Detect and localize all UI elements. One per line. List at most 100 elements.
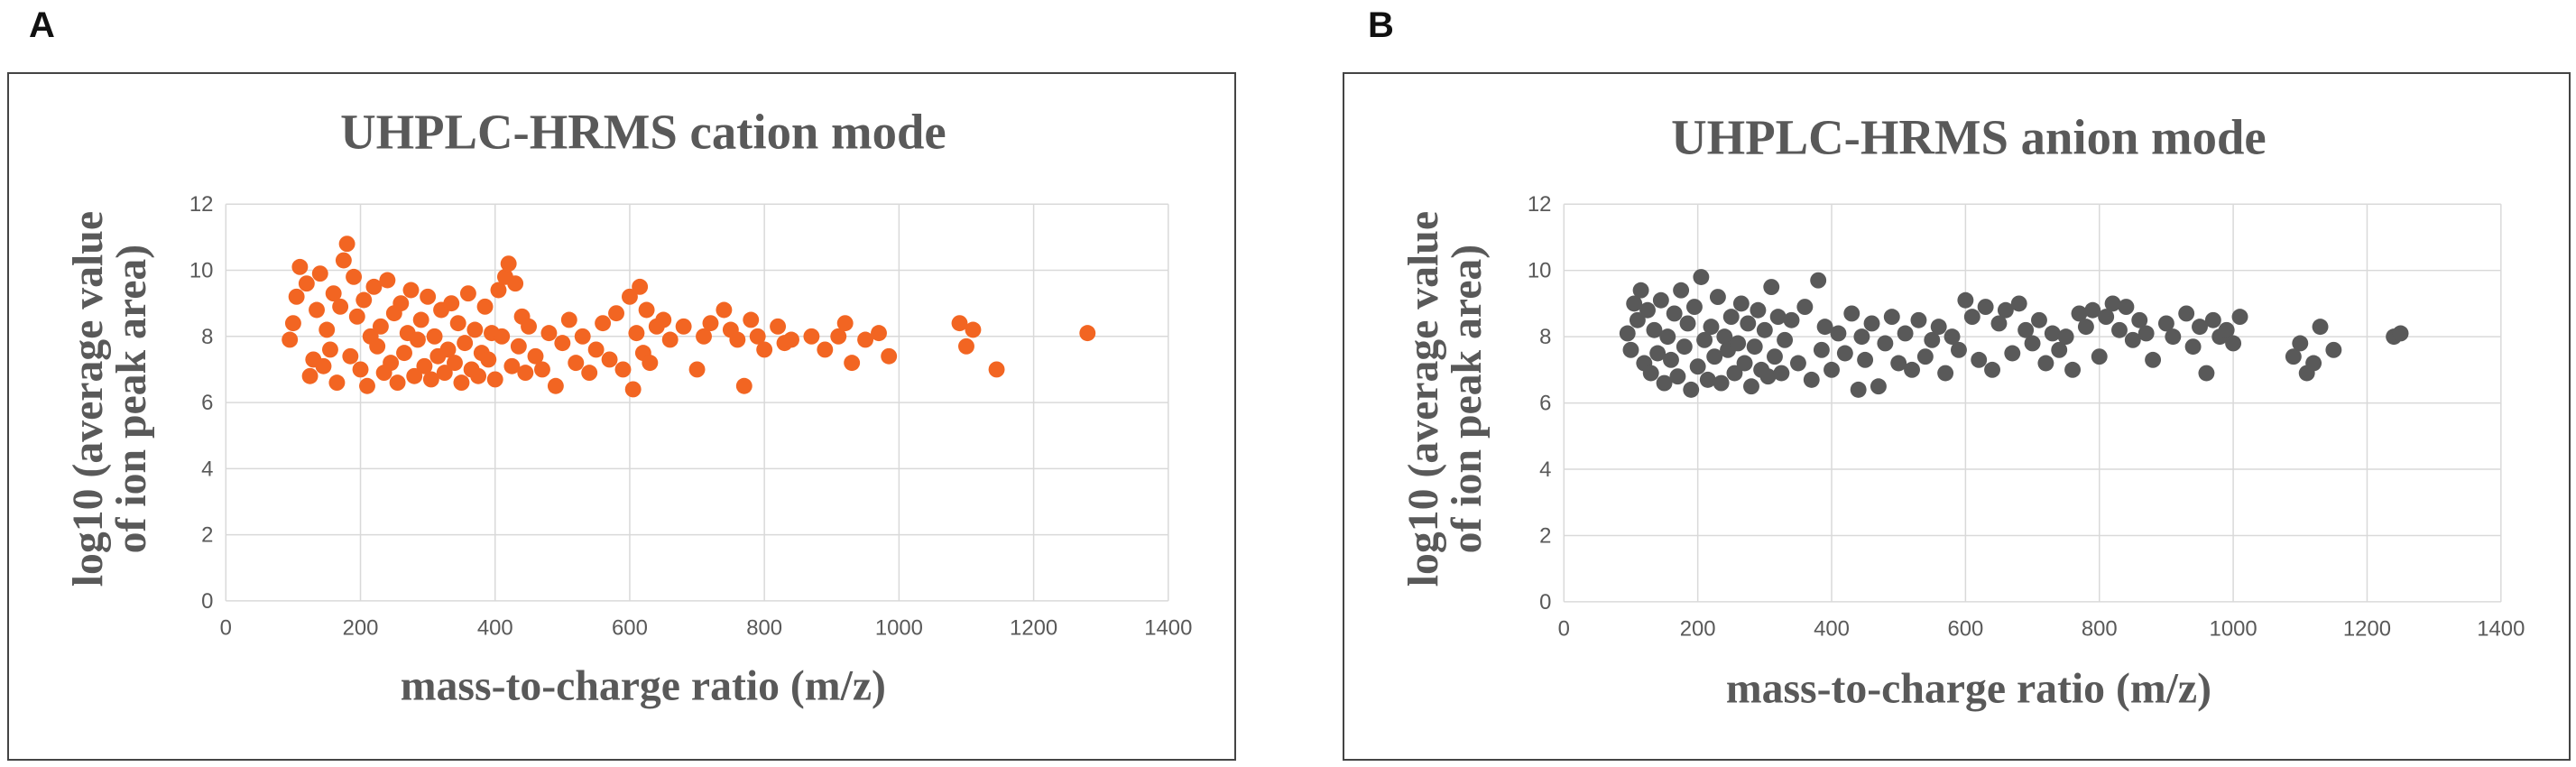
data-point bbox=[1890, 355, 1907, 372]
data-point bbox=[1632, 282, 1649, 299]
data-point bbox=[1824, 361, 1840, 378]
data-point bbox=[521, 318, 537, 335]
data-point bbox=[1963, 309, 1980, 326]
data-point bbox=[2051, 341, 2068, 358]
x-tick-label: 1400 bbox=[2477, 617, 2525, 642]
data-point bbox=[1777, 331, 1794, 348]
data-point bbox=[352, 361, 369, 378]
data-point bbox=[1746, 338, 1763, 356]
data-point bbox=[2218, 321, 2235, 338]
data-point bbox=[743, 311, 760, 328]
y-tick-label: 0 bbox=[201, 589, 213, 614]
data-point bbox=[2111, 321, 2128, 338]
data-point bbox=[1857, 351, 1874, 368]
data-point bbox=[1863, 315, 1880, 332]
data-point bbox=[389, 374, 406, 392]
data-point bbox=[372, 318, 389, 335]
data-point bbox=[1703, 319, 1720, 336]
data-point bbox=[1706, 348, 1723, 365]
data-point bbox=[338, 236, 355, 253]
data-point bbox=[284, 315, 301, 332]
data-point bbox=[958, 337, 974, 355]
gridlines bbox=[225, 203, 1169, 602]
data-point bbox=[830, 328, 847, 345]
data-point bbox=[1951, 341, 1967, 358]
y-tick-label: 10 bbox=[189, 258, 214, 282]
data-point bbox=[560, 311, 577, 328]
data-point bbox=[1977, 299, 1994, 316]
data-point bbox=[2091, 348, 2108, 365]
data-point bbox=[282, 331, 299, 348]
data-point bbox=[2104, 295, 2121, 312]
data-point bbox=[1897, 325, 1914, 342]
data-point bbox=[1740, 315, 1757, 332]
data-point bbox=[449, 315, 466, 332]
data-point bbox=[601, 351, 618, 368]
data-point bbox=[1783, 311, 1800, 328]
data-point bbox=[2198, 365, 2215, 382]
data-point bbox=[2192, 319, 2208, 336]
data-point bbox=[1850, 381, 1867, 398]
y-tick-label: 6 bbox=[1539, 392, 1551, 416]
data-point bbox=[1649, 345, 1667, 362]
data-point bbox=[1722, 309, 1740, 326]
data-point bbox=[447, 355, 463, 372]
data-point bbox=[2157, 315, 2174, 332]
y-axis-title-line-2: of ion peak area) bbox=[1443, 245, 1491, 554]
data-point bbox=[1709, 289, 1726, 306]
data-point bbox=[2184, 338, 2202, 356]
data-point bbox=[319, 321, 336, 338]
data-point bbox=[288, 288, 305, 305]
data-point bbox=[342, 347, 359, 365]
data-point bbox=[1957, 291, 1974, 309]
data-point bbox=[476, 298, 494, 315]
data-point bbox=[335, 252, 352, 269]
data-point bbox=[1763, 279, 1780, 296]
data-point bbox=[638, 301, 655, 319]
data-point bbox=[1870, 378, 1887, 395]
data-point bbox=[1732, 295, 1750, 312]
tick-labels: 0 2 4 6 8 10 12 0 200 400 600 800 1000 1200 1400 bbox=[1528, 192, 2525, 642]
data-point bbox=[383, 355, 400, 372]
data-point bbox=[770, 318, 787, 335]
data-point bbox=[1659, 328, 1676, 346]
x-tick-label: 200 bbox=[343, 616, 379, 641]
data-point bbox=[608, 305, 624, 322]
data-point bbox=[1904, 361, 1920, 378]
y-tick-label: 8 bbox=[1539, 325, 1551, 349]
data-point bbox=[1756, 321, 1773, 338]
y-axis-title-line-1: log10 (average value bbox=[64, 211, 112, 587]
data-point bbox=[844, 355, 861, 372]
x-tick-label: 600 bbox=[612, 616, 648, 641]
data-point bbox=[803, 328, 820, 345]
data-point bbox=[547, 377, 564, 394]
data-point bbox=[988, 361, 1005, 378]
data-point bbox=[1944, 328, 1961, 346]
data-point bbox=[642, 355, 659, 372]
x-tick-label: 0 bbox=[1558, 617, 1570, 642]
data-point bbox=[1759, 368, 1777, 385]
data-point bbox=[2098, 309, 2115, 326]
x-tick-label: 400 bbox=[1814, 617, 1850, 642]
data-point bbox=[1689, 358, 1706, 375]
data-point bbox=[490, 282, 507, 299]
data-point bbox=[470, 367, 487, 384]
data-point bbox=[1930, 319, 1947, 336]
data-point bbox=[817, 341, 834, 358]
data-point bbox=[696, 328, 712, 345]
data-point bbox=[1830, 325, 1847, 342]
tick-labels: 0 2 4 6 8 10 12 0 200 400 600 800 1000 1200 1400 bbox=[189, 192, 1193, 641]
data-point bbox=[595, 315, 612, 332]
data-point bbox=[1984, 361, 2001, 378]
data-point bbox=[2024, 335, 2041, 352]
data-point bbox=[1652, 291, 1669, 309]
data-point bbox=[346, 268, 363, 285]
y-tick-label: 12 bbox=[1528, 192, 1552, 217]
data-point bbox=[527, 347, 544, 365]
data-point bbox=[622, 288, 638, 305]
data-point bbox=[1685, 299, 1703, 316]
y-tick-label: 2 bbox=[1539, 523, 1551, 548]
y-tick-label: 10 bbox=[1528, 259, 1552, 283]
data-point bbox=[1916, 348, 1934, 365]
data-point bbox=[716, 301, 733, 319]
